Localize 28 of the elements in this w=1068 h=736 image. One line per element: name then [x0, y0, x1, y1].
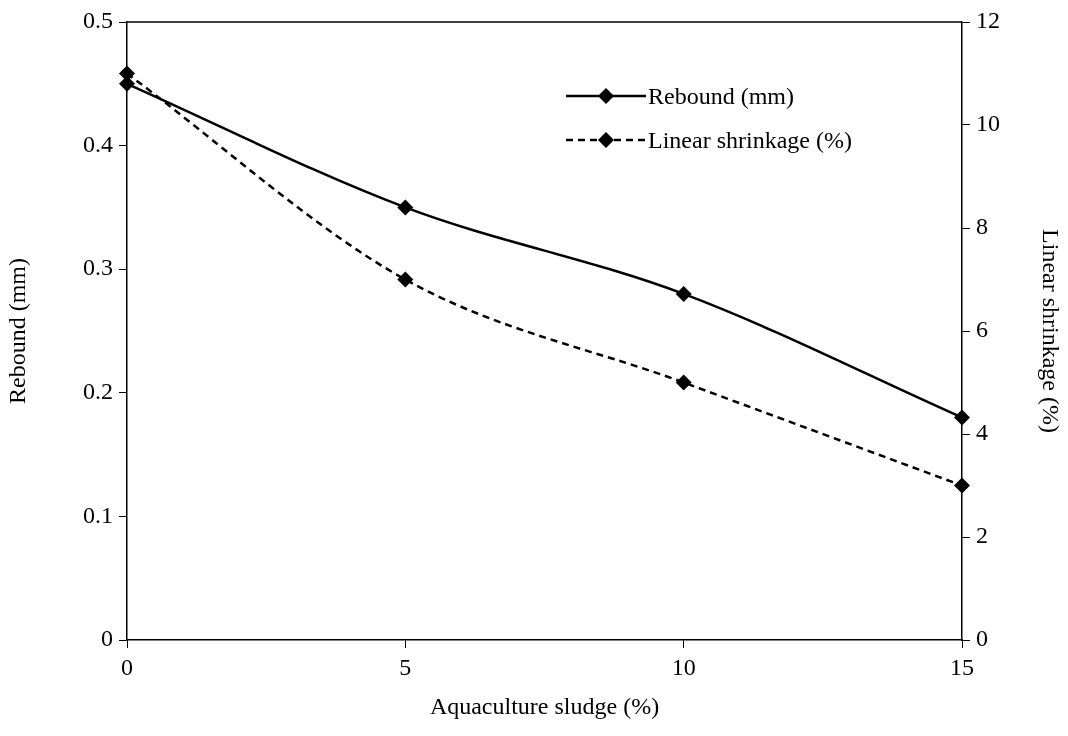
- y2-tick-label: 2: [976, 522, 988, 549]
- y-tick-label: 0.2: [83, 378, 113, 405]
- y-tick-label: 0: [101, 625, 113, 652]
- x-tick-label: 10: [671, 653, 696, 680]
- point: [397, 199, 414, 216]
- point: [675, 285, 692, 302]
- y2-tick-label: 8: [976, 213, 988, 240]
- y2-tick-label: 6: [976, 316, 988, 343]
- point: [397, 271, 414, 288]
- x-tick-label: 0: [121, 653, 133, 680]
- point: [954, 409, 970, 426]
- legend-label: Rebound (mm): [648, 82, 794, 110]
- point: [675, 374, 692, 391]
- y-tick-label: 0.1: [83, 501, 113, 528]
- x-tick-label: 5: [399, 653, 412, 680]
- legend-label: Linear shrinkage (%): [648, 126, 852, 154]
- x-axis-title: Aquaculture sludge (%): [429, 692, 660, 719]
- y2-tick-label: 10: [976, 110, 1000, 137]
- x-tick-label: 15: [950, 653, 974, 680]
- y2-tick-label: 0: [976, 625, 988, 652]
- y-axis-title: Rebound (mm): [3, 258, 30, 404]
- y2-tick-label: 4: [976, 419, 988, 446]
- y-tick-label: 0.4: [83, 130, 113, 157]
- y2-tick-label: 12: [976, 7, 1000, 34]
- point: [954, 477, 970, 494]
- y-tick-label: 0.3: [83, 254, 113, 281]
- y2-axis-title: Linear shrinkage (%): [1038, 229, 1065, 433]
- y-tick-label: 0.5: [83, 7, 113, 34]
